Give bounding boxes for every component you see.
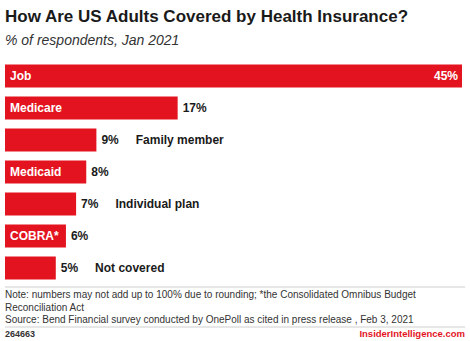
category-label: Medicaid [10,165,61,179]
chart-id: 264663 [5,329,35,339]
category-label: Not covered [95,261,164,275]
subtitle: % of respondents, Jan 2021 [5,32,179,48]
note-line: Note: numbers may not add up to 100% due… [5,289,416,300]
bar [5,257,56,280]
title: How Are US Adults Covered by Health Insu… [5,7,408,26]
data-label: 45% [434,69,458,83]
source: Source: Bend Financial survey conducted … [5,314,414,325]
category-label: Family member [136,133,224,147]
data-label: 7% [81,197,99,211]
data-label: 8% [91,165,109,179]
bar [5,97,178,120]
publisher: InsiderIntelligence.com [359,328,465,339]
data-label: 6% [71,229,89,243]
category-label: COBRA* [10,229,59,243]
bar [5,65,462,88]
bar [5,193,76,216]
bars [5,65,462,280]
category-label: Job [10,69,31,83]
labels: Job 45% Medicare 17% Family member 9% Medicaid… [10,69,458,275]
category-label: Individual plan [115,197,199,211]
bar [5,161,86,184]
data-label: 9% [101,133,119,147]
category-label: Medicare [10,101,62,115]
data-label: 17% [183,101,207,115]
chart: How Are US Adults Covered by Health Insu… [0,0,470,341]
separator [5,287,465,288]
note-line: Reconciliation Act [5,302,84,313]
bar [5,225,66,248]
bar [5,129,96,152]
data-label: 5% [61,261,79,275]
note: Note: numbers may not add up to 100% due… [5,289,416,313]
source-line: Source: Bend Financial survey conducted … [5,314,414,325]
